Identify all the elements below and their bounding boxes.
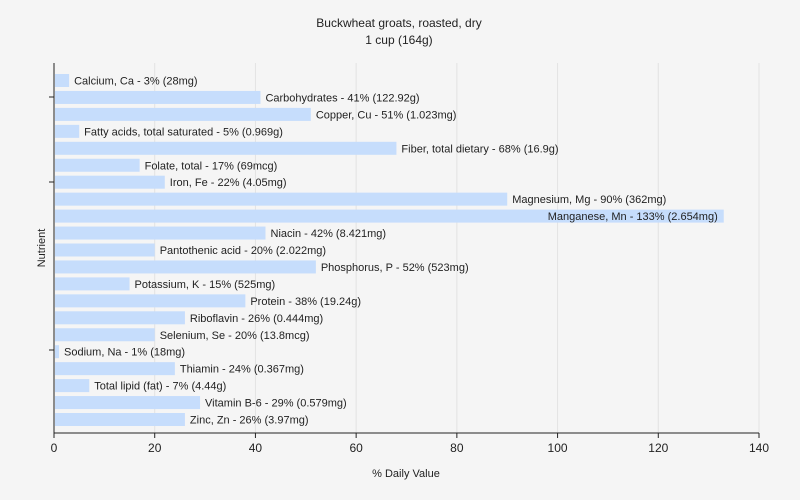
chart-subtitle: 1 cup (164g)	[365, 33, 432, 47]
bar-label: Fatty acids, total saturated - 5% (0.969…	[84, 126, 283, 138]
x-tick-label: 40	[249, 441, 263, 455]
bar-label: Riboflavin - 26% (0.444mg)	[190, 313, 323, 325]
bar-labels: Calcium, Ca - 3% (28mg) Carbohydrates - 4…	[64, 76, 718, 427]
x-tick-labels: 0 20 40 60 80 100 120 140	[51, 441, 770, 455]
bar-label: Copper, Cu - 51% (1.023mg)	[316, 109, 457, 121]
bars	[55, 74, 724, 426]
bar-label: Total lipid (fat) - 7% (4.44g)	[94, 381, 226, 393]
bar	[55, 107, 311, 121]
bar-label: Iron, Fe - 22% (4.05mg)	[170, 177, 287, 189]
chart-title: Buckwheat groats, roasted, dry	[316, 16, 481, 30]
bar-label: Thiamin - 24% (0.367mg)	[180, 364, 304, 376]
bar	[55, 243, 155, 257]
bar	[55, 226, 266, 240]
x-tick-label: 120	[648, 441, 668, 455]
bar	[55, 362, 175, 376]
x-tick-label: 0	[51, 441, 58, 455]
bar-label: Selenium, Se - 20% (13.8mcg)	[160, 330, 310, 342]
bar	[55, 209, 724, 223]
bar-label: Pantothenic acid - 20% (2.022mg)	[160, 245, 326, 257]
bar-label: Potassium, K - 15% (525mg)	[135, 279, 276, 291]
x-axis-title: % Daily Value	[372, 468, 440, 480]
axes	[49, 63, 760, 438]
bar-label: Phosphorus, P - 52% (523mg)	[321, 262, 469, 274]
bar	[55, 311, 185, 325]
bar-label: Protein - 38% (19.24g)	[250, 296, 361, 308]
bar-label: Folate, total - 17% (69mcg)	[145, 160, 278, 172]
bar	[55, 158, 140, 172]
gridlines	[154, 63, 760, 433]
bar	[55, 141, 397, 155]
bar	[55, 74, 70, 87]
x-tick-label: 140	[749, 441, 769, 455]
bar	[55, 379, 90, 393]
bar-label: Niacin - 42% (8.421mg)	[271, 228, 387, 240]
x-tick-label: 80	[450, 441, 464, 455]
bar	[55, 328, 155, 342]
y-axis-title: Nutrient	[36, 229, 48, 268]
x-tick-label: 20	[148, 441, 162, 455]
bar-label: Carbohydrates - 41% (122.92g)	[265, 92, 419, 104]
bar	[55, 277, 130, 291]
bar	[55, 124, 80, 138]
bar-label: Manganese, Mn - 133% (2.654mg)	[548, 211, 718, 223]
bar-label: Vitamin B-6 - 29% (0.579mg)	[205, 398, 347, 410]
bar	[55, 396, 201, 410]
bar-label: Sodium, Na - 1% (18mg)	[64, 347, 185, 359]
bar	[55, 90, 261, 104]
bar	[55, 192, 508, 206]
bar-label: Magnesium, Mg - 90% (362mg)	[512, 194, 666, 206]
bar-label: Zinc, Zn - 26% (3.97mg)	[190, 415, 309, 427]
bar	[55, 294, 246, 308]
x-tick-label: 60	[349, 441, 363, 455]
bar-label: Calcium, Ca - 3% (28mg)	[74, 76, 197, 88]
bar	[55, 260, 316, 274]
bar	[55, 175, 165, 189]
x-tick-label: 100	[548, 441, 568, 455]
bar-label: Fiber, total dietary - 68% (16.9g)	[401, 143, 558, 155]
bar	[55, 413, 185, 426]
bar	[55, 345, 60, 359]
